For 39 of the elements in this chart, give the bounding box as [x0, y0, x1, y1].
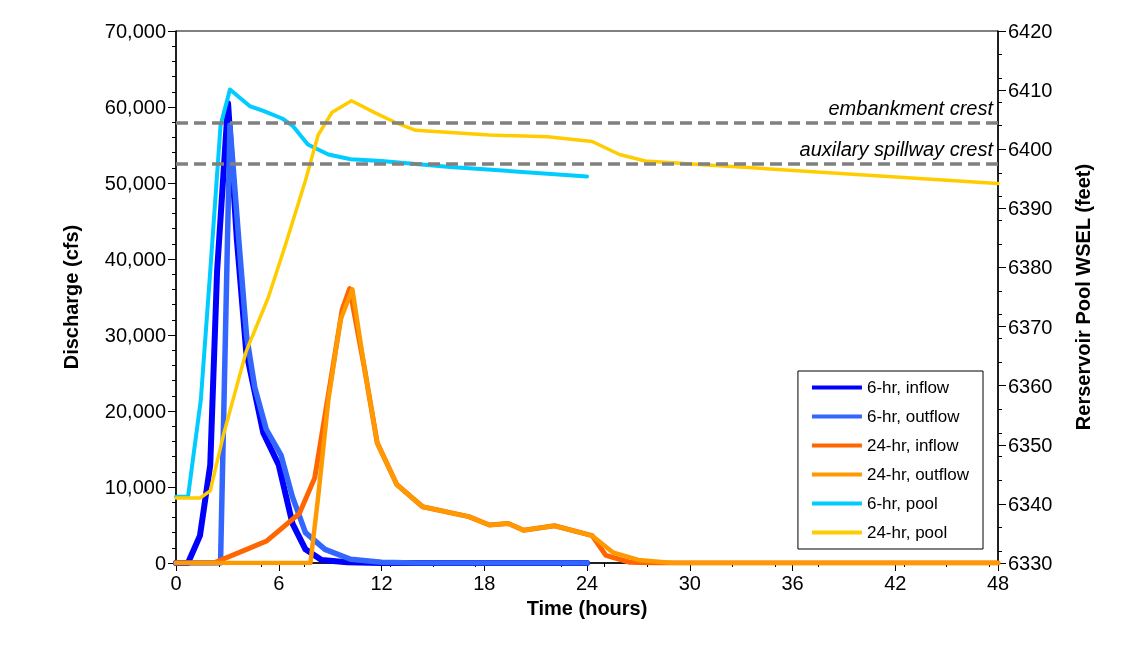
- y2-tick-label: 6380: [1008, 256, 1053, 279]
- y2-tick-label: 6360: [1008, 374, 1053, 397]
- y2-tick-label: 6410: [1008, 79, 1053, 102]
- y-tick-label: 10,000: [104, 476, 166, 498]
- x-tick-label: 30: [678, 572, 701, 594]
- x-tick-label: 42: [884, 572, 907, 594]
- x-tick-label: 6: [273, 572, 285, 594]
- legend-label: 24-hr, outflow: [866, 465, 970, 484]
- legend-label: 6-hr, inflow: [866, 378, 950, 397]
- y2-axis-title: Rerservoir Pool WSEL (feet): [1072, 163, 1094, 431]
- y2-tick-label: 6340: [1008, 492, 1053, 515]
- y2-tick-label: 6350: [1008, 433, 1053, 456]
- x-tick-label: 0: [170, 572, 182, 594]
- x-tick-label: 48: [986, 572, 1010, 594]
- y-tick-label: 20,000: [104, 400, 166, 422]
- ref-line-label: embankment crest: [828, 97, 995, 120]
- y-tick-label: 60,000: [104, 96, 166, 118]
- line-series: [174, 87, 589, 499]
- legend-label: 6-hr, pool: [866, 494, 938, 513]
- y-tick-label: 0: [154, 552, 166, 574]
- y-tick-label: 70,000: [104, 20, 166, 42]
- legend-label: 24-hr, pool: [866, 523, 948, 542]
- legend-label: 6-hr, outflow: [866, 407, 961, 426]
- x-tick-label: 18: [473, 572, 496, 594]
- legend-label: 24-hr, inflow: [866, 436, 960, 455]
- y-axis-title: Discharge (cfs): [60, 224, 82, 370]
- x-tick-label: 24: [575, 572, 599, 594]
- y2-tick-label: 6400: [1008, 138, 1053, 161]
- x-tick-label: 36: [781, 572, 804, 594]
- y2-tick-label: 6390: [1008, 197, 1053, 220]
- ref-line-label: auxilary spillway crest: [799, 138, 995, 160]
- x-axis-title: Time (hours): [526, 596, 648, 619]
- y-tick-label: 40,000: [104, 248, 166, 270]
- x-tick-label: 12: [370, 572, 393, 594]
- y2-tick-label: 6370: [1008, 315, 1053, 338]
- y-tick-label: 30,000: [104, 324, 166, 346]
- y2-tick-label: 6420: [1008, 20, 1053, 42]
- y2-tick-label: 6330: [1008, 552, 1053, 574]
- y-tick-label: 50,000: [104, 172, 166, 194]
